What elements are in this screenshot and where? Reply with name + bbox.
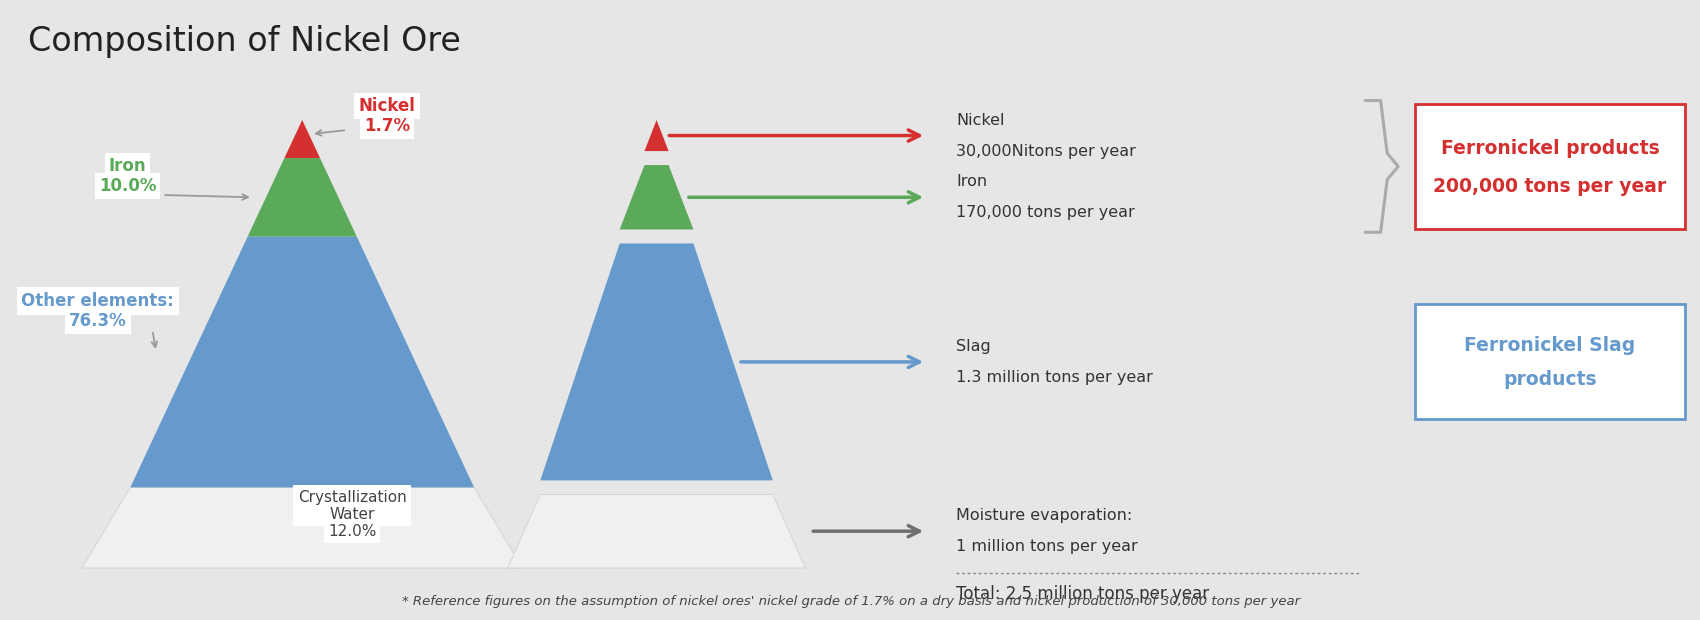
Text: products: products bbox=[1503, 370, 1596, 389]
Text: 170,000 tons per year: 170,000 tons per year bbox=[955, 205, 1134, 220]
Text: 12.0%: 12.0% bbox=[328, 524, 376, 539]
Polygon shape bbox=[82, 487, 522, 568]
Text: Moisture evaporation:: Moisture evaporation: bbox=[955, 508, 1132, 523]
Text: 1.7%: 1.7% bbox=[364, 117, 410, 135]
Text: Composition of Nickel Ore: Composition of Nickel Ore bbox=[27, 25, 461, 58]
Text: 10.0%: 10.0% bbox=[99, 177, 156, 195]
Text: Nickel: Nickel bbox=[359, 97, 415, 115]
Polygon shape bbox=[284, 120, 320, 158]
Polygon shape bbox=[248, 158, 357, 236]
Text: Total: 2.5 million tons per year: Total: 2.5 million tons per year bbox=[955, 585, 1209, 603]
Text: 200,000 tons per year: 200,000 tons per year bbox=[1433, 177, 1666, 196]
Text: Slag: Slag bbox=[955, 339, 991, 354]
FancyBboxPatch shape bbox=[1414, 304, 1685, 419]
Text: 76.3%: 76.3% bbox=[68, 312, 126, 330]
Text: Ferronickel Slag: Ferronickel Slag bbox=[1464, 337, 1635, 355]
Text: 30,000Nitons per year: 30,000Nitons per year bbox=[955, 144, 1136, 159]
Text: Nickel: Nickel bbox=[955, 113, 1005, 128]
Text: Crystallization
Water: Crystallization Water bbox=[298, 490, 406, 522]
Text: * Reference figures on the assumption of nickel ores' nickel grade of 1.7% on a : * Reference figures on the assumption of… bbox=[403, 595, 1300, 608]
Text: Ferronickel products: Ferronickel products bbox=[1440, 139, 1659, 158]
Text: 1.3 million tons per year: 1.3 million tons per year bbox=[955, 370, 1153, 385]
FancyBboxPatch shape bbox=[1414, 104, 1685, 229]
Text: 1 million tons per year: 1 million tons per year bbox=[955, 539, 1137, 554]
Text: Other elements:: Other elements: bbox=[20, 292, 173, 310]
Polygon shape bbox=[131, 236, 474, 487]
Polygon shape bbox=[508, 494, 806, 568]
Polygon shape bbox=[644, 120, 668, 151]
Text: Iron: Iron bbox=[109, 157, 146, 175]
Text: Iron: Iron bbox=[955, 174, 988, 189]
Polygon shape bbox=[620, 165, 694, 229]
Polygon shape bbox=[541, 244, 774, 480]
